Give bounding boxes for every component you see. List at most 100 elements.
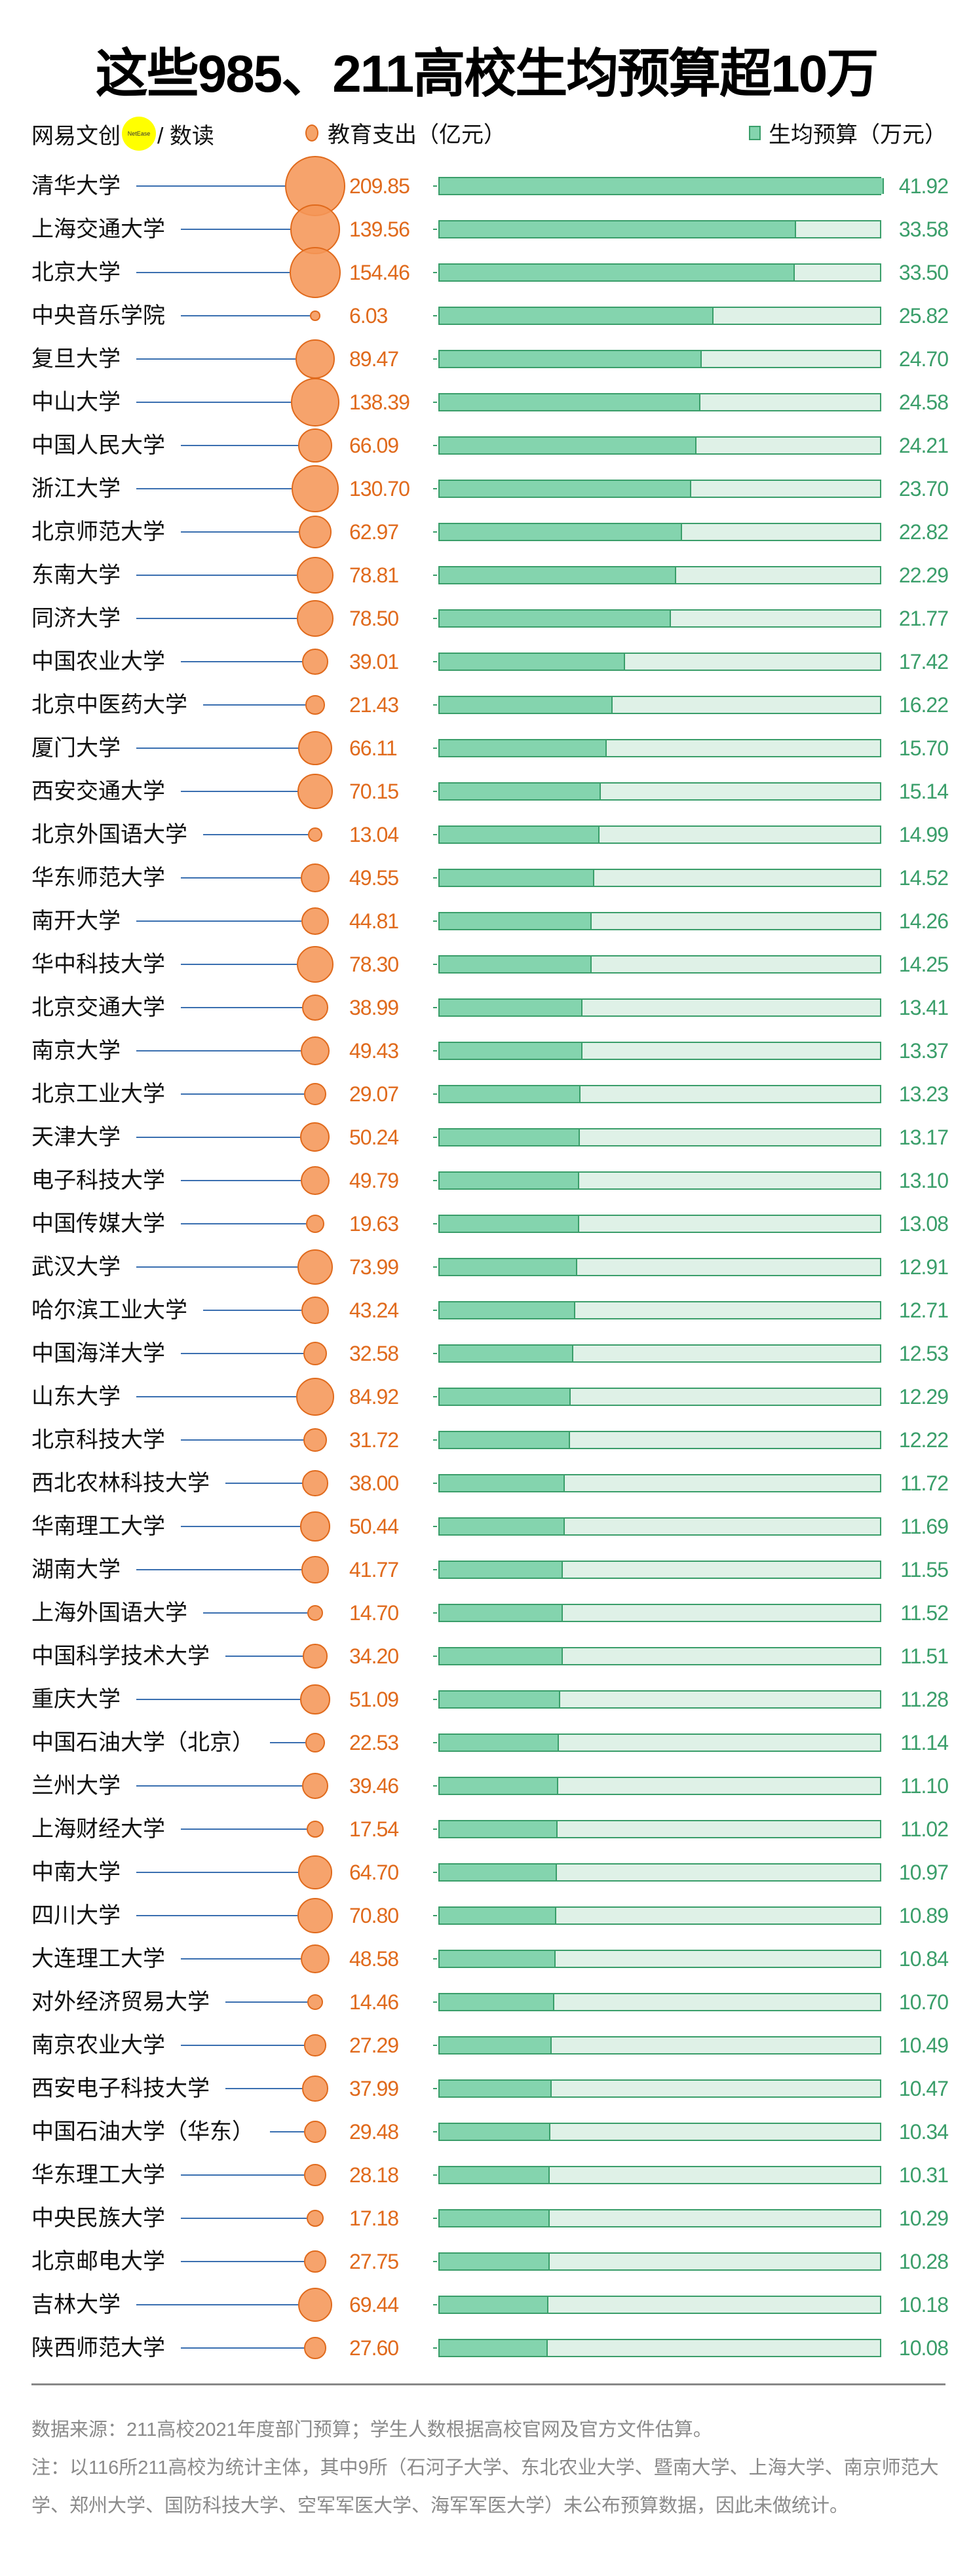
bar-tick (433, 1915, 437, 1916)
connector-line (181, 2261, 305, 2262)
budget-value: 33.58 (898, 218, 949, 241)
row-name: 中山大学 (31, 390, 121, 415)
bar-tick (433, 1612, 437, 1614)
connector-line (181, 1439, 304, 1441)
bar-tick (433, 2174, 437, 2176)
expenditure-bubble (301, 1297, 329, 1324)
connector-line (136, 748, 299, 749)
connector-line (225, 2088, 303, 2089)
row-name: 重庆大学 (31, 1687, 121, 1712)
bar-tick (433, 2001, 437, 2003)
expenditure-bubble (307, 1604, 324, 1621)
bar-tick (433, 2218, 437, 2219)
budget-value: 24.21 (898, 434, 949, 457)
budget-bar-track (438, 307, 881, 325)
budget-value: 12.91 (898, 1255, 949, 1279)
expenditure-bubble (304, 2164, 326, 2186)
bar-tick (433, 661, 437, 662)
connector-line (136, 1396, 296, 1397)
budget-bar (440, 611, 672, 626)
budget-value: 22.82 (898, 520, 949, 544)
budget-value: 21.77 (898, 607, 949, 630)
budget-bar (440, 2167, 550, 2183)
legend-expenditure: 教育支出（亿元） (305, 117, 506, 149)
row-name: 北京大学 (31, 260, 121, 285)
expenditure-bubble (295, 339, 335, 379)
budget-value: 10.97 (898, 1861, 949, 1884)
budget-bar-track (438, 1993, 881, 2011)
budget-bar-track (438, 436, 881, 455)
budget-value: 11.52 (900, 1601, 949, 1625)
row-name: 浙江大学 (31, 476, 121, 501)
expenditure-value: 6.03 (349, 304, 388, 328)
budget-bar (440, 2081, 552, 2096)
row-name: 同济大学 (31, 606, 121, 631)
expenditure-value: 32.58 (349, 1342, 399, 1365)
budget-bar (440, 1302, 575, 1318)
budget-bar (440, 654, 625, 670)
budget-bar (440, 1000, 583, 1015)
budget-value: 17.42 (898, 650, 949, 673)
row-name: 复旦大学 (31, 347, 121, 371)
expenditure-bubble (300, 1944, 330, 1974)
row-name: 北京中医药大学 (31, 692, 187, 717)
connector-line (181, 315, 311, 316)
expenditure-value: 21.43 (349, 693, 399, 717)
budget-bar (440, 308, 714, 324)
budget-value: 10.29 (898, 2207, 949, 2230)
budget-bar (440, 524, 682, 540)
logo: 网易文创 NetEase / 数读 (31, 117, 214, 151)
budget-bar (440, 2210, 550, 2226)
expenditure-bubble (305, 695, 325, 715)
expenditure-value: 73.99 (349, 1255, 399, 1279)
budget-bar-track (438, 566, 881, 584)
expenditure-value: 43.24 (349, 1298, 399, 1322)
budget-bar-track (438, 653, 881, 671)
bar-tick (433, 877, 437, 879)
budget-value: 12.71 (898, 1298, 949, 1322)
logo-sub: / 数读 (157, 123, 214, 149)
bar-tick (433, 575, 437, 576)
budget-bar-track (438, 2296, 881, 2314)
connector-line (181, 2045, 305, 2046)
connector-line (181, 229, 291, 230)
budget-bar (440, 1821, 558, 1837)
connector-line (136, 920, 301, 922)
expenditure-value: 50.24 (349, 1126, 399, 1149)
budget-bar-track (438, 2252, 881, 2271)
row-name: 清华大学 (31, 174, 121, 199)
expenditure-bubble (301, 1556, 329, 1583)
budget-bar (440, 438, 697, 453)
budget-value: 11.72 (900, 1471, 949, 1495)
budget-value: 10.89 (898, 1904, 949, 1927)
budget-bar (440, 1735, 559, 1751)
budget-bar (440, 2124, 550, 2140)
bar-tick (433, 618, 437, 619)
expenditure-bubble (291, 464, 339, 513)
row-name: 北京科技大学 (31, 1428, 165, 1452)
budget-value: 12.22 (898, 1428, 949, 1452)
budget-bar-track (438, 1820, 881, 1838)
budget-bar (440, 1994, 554, 2010)
expenditure-bubble (296, 945, 334, 983)
row-name: 中国海洋大学 (31, 1341, 165, 1366)
budget-value: 11.55 (900, 1558, 949, 1582)
budget-value: 25.82 (898, 304, 949, 328)
bar-tick (433, 1353, 437, 1354)
expenditure-value: 50.44 (349, 1515, 399, 1538)
budget-bar-track (438, 1647, 881, 1665)
budget-value: 11.69 (900, 1515, 949, 1538)
expenditure-bubble (307, 827, 323, 843)
connector-line (136, 185, 285, 187)
bar-tick (433, 1223, 437, 1224)
budget-bar-track (438, 1128, 881, 1146)
connector-line (203, 704, 306, 706)
connector-line (225, 1483, 303, 1484)
bar-tick (433, 1050, 437, 1051)
budget-bar-track (438, 1344, 881, 1363)
expenditure-bubble (302, 1470, 328, 1496)
bar-tick (433, 1483, 437, 1484)
connector-line (136, 1785, 303, 1787)
expenditure-value: 44.81 (349, 909, 399, 933)
expenditure-bubble (302, 2075, 328, 2102)
